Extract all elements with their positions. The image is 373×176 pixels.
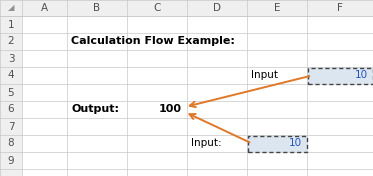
Text: C: C (153, 3, 161, 13)
Text: 3: 3 (8, 54, 14, 64)
Text: 10: 10 (289, 139, 302, 149)
Text: Input:: Input: (191, 139, 222, 149)
Text: E: E (274, 3, 280, 13)
Text: 2: 2 (8, 36, 14, 46)
Bar (0, 0, 373, 16)
Text: 1: 1 (8, 20, 14, 30)
Bar (248, 136, 307, 152)
Bar (307, 68, 373, 83)
Text: 7: 7 (8, 121, 14, 131)
Bar (247, 135, 307, 152)
Text: 8: 8 (8, 139, 14, 149)
Text: ◢: ◢ (8, 4, 14, 12)
Text: 6: 6 (8, 105, 14, 115)
Text: 5: 5 (8, 87, 14, 98)
Text: Output:: Output: (71, 105, 119, 115)
Text: 9: 9 (8, 156, 14, 165)
Text: F: F (337, 3, 343, 13)
Text: D: D (213, 3, 221, 13)
Text: 10: 10 (355, 71, 368, 80)
Text: 4: 4 (8, 71, 14, 80)
Text: A: A (41, 3, 48, 13)
Bar (307, 67, 373, 84)
Text: 100: 100 (159, 105, 182, 115)
Text: Calculation Flow Example:: Calculation Flow Example: (71, 36, 235, 46)
Text: Input: Input (251, 71, 278, 80)
Text: B: B (94, 3, 101, 13)
Bar (0, 16, 22, 176)
